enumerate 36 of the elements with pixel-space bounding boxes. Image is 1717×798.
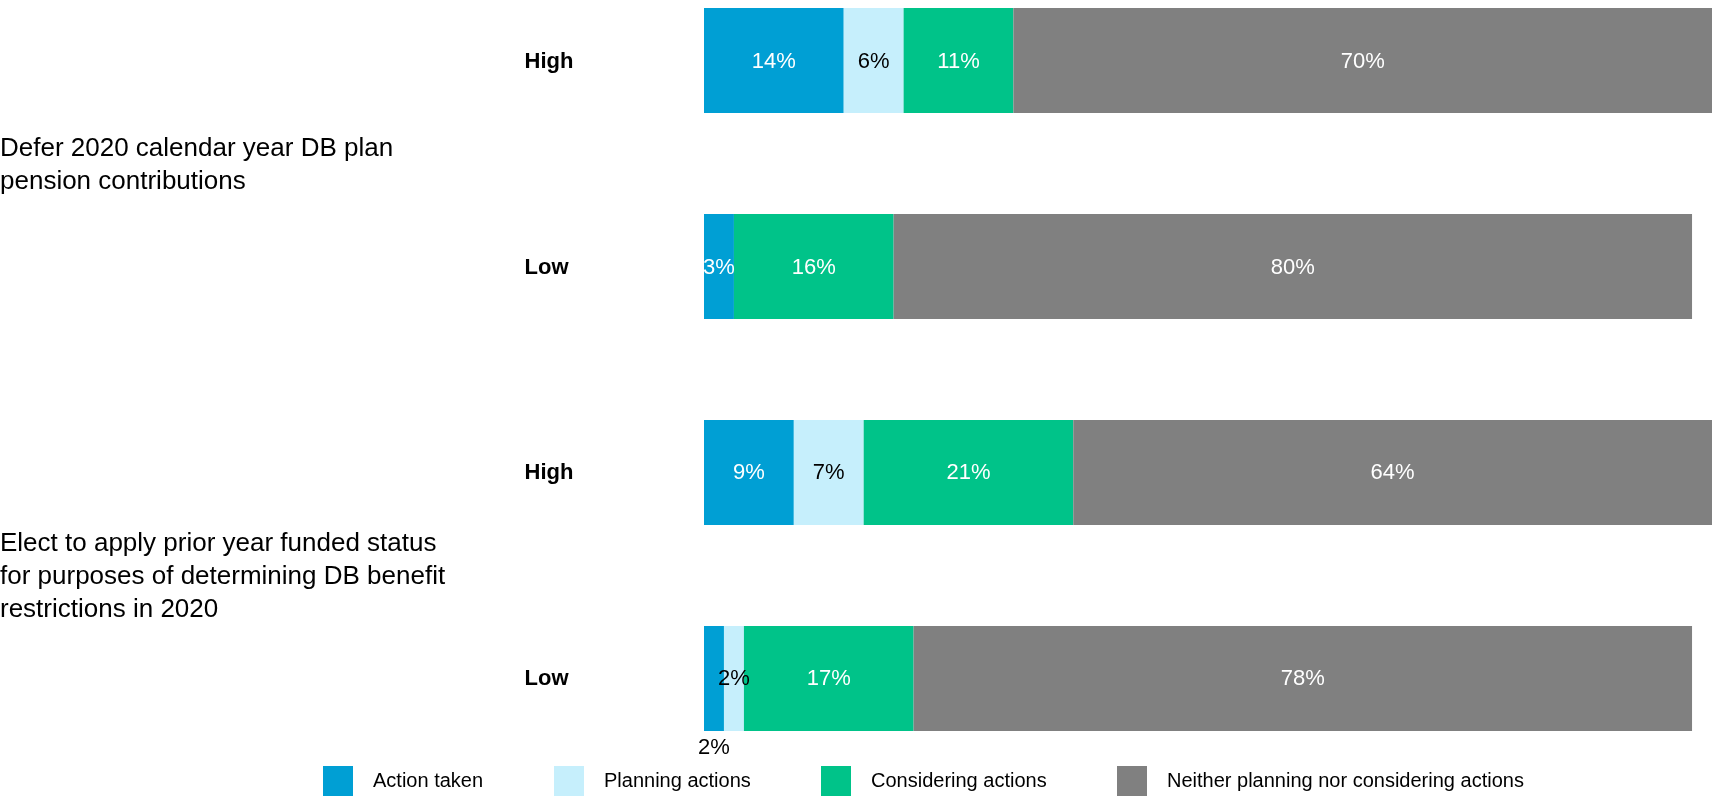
bar: [893, 213, 1693, 320]
legend-label: Planning actions: [604, 769, 751, 791]
y-tick-label: High: [524, 459, 574, 485]
bar: [793, 419, 864, 526]
data-label: 17%: [806, 665, 851, 691]
bar: [704, 213, 734, 320]
bar: [843, 8, 904, 114]
data-label: 16%: [791, 253, 836, 279]
bar: [704, 8, 844, 114]
data-label: 21%: [946, 459, 991, 485]
text: Elect to apply prior year funded status for purposes of determining DB benefit restrictions in 2020: [0, 525, 447, 625]
y-tick-label: High: [524, 47, 574, 73]
data-label: 2%: [698, 734, 730, 759]
text: Defer 2020 calendar year DB plan pension contributions: [0, 130, 395, 197]
data-label: 64%: [1370, 459, 1415, 485]
data-label: 3%: [703, 253, 735, 279]
bar: [704, 419, 794, 526]
bar: [733, 213, 894, 320]
data-label: 78%: [1280, 665, 1325, 691]
data-label: 6%: [857, 47, 890, 73]
bar: [1013, 8, 1712, 114]
bar: [863, 419, 1074, 526]
bar: [1073, 419, 1712, 526]
data-label: 80%: [1270, 253, 1315, 279]
bar: [903, 8, 1014, 114]
data-label: 9%: [733, 459, 765, 485]
y-tick-label: Low: [524, 665, 570, 691]
data-label: 70%: [1340, 47, 1385, 73]
data-label: 14%: [751, 47, 796, 73]
legend-label: Action taken: [373, 769, 484, 791]
legend-label: Considering actions: [871, 769, 1047, 791]
y-tick-label: Low: [524, 253, 570, 279]
bar: [913, 625, 1693, 731]
data-label: 11%: [937, 47, 980, 73]
data-label: 7%: [812, 459, 845, 485]
legend-label: Neither planning nor considering actions: [1167, 769, 1524, 791]
